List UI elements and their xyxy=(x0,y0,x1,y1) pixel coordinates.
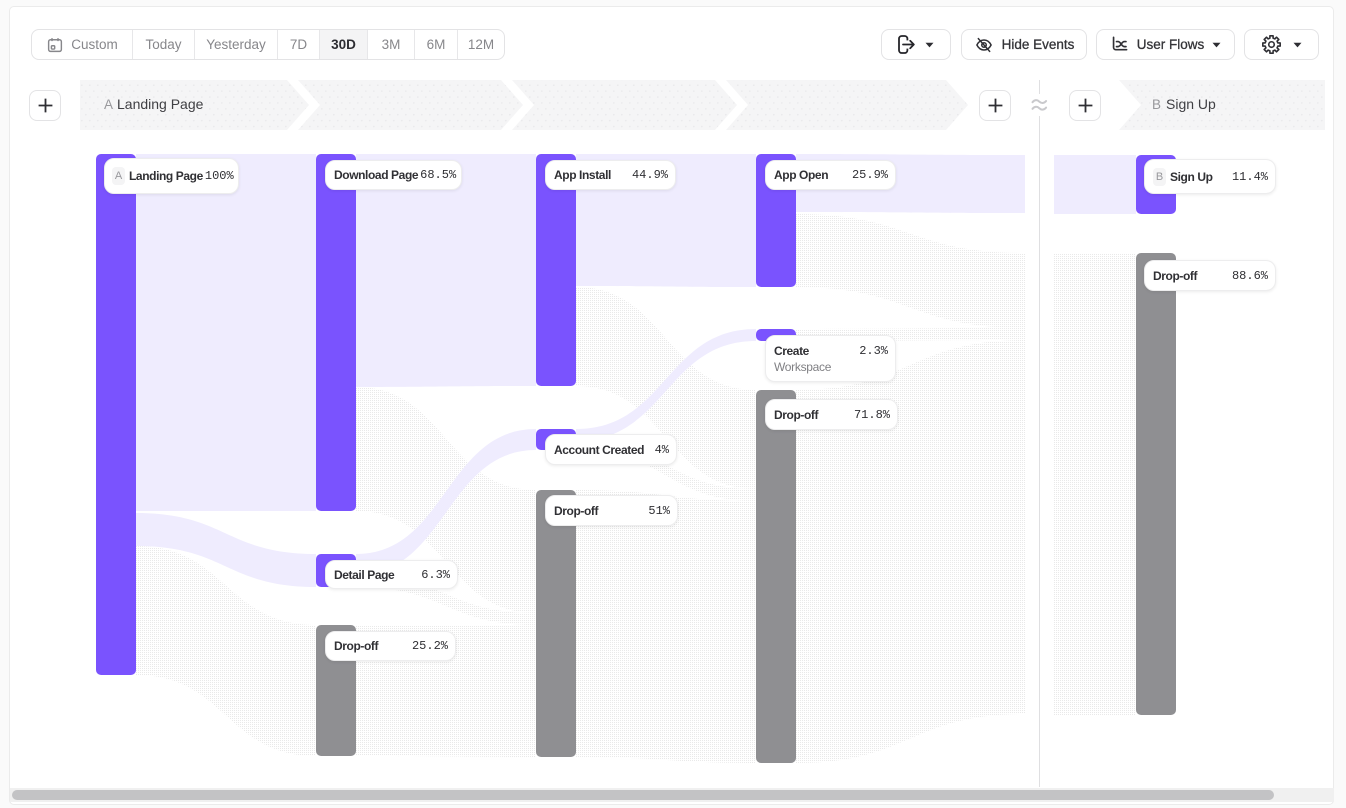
svg-text:A: A xyxy=(104,97,113,112)
svg-text:B: B xyxy=(1152,97,1161,112)
svg-text:Sign Up: Sign Up xyxy=(1166,96,1216,112)
svg-text:Landing Page: Landing Page xyxy=(117,96,204,112)
